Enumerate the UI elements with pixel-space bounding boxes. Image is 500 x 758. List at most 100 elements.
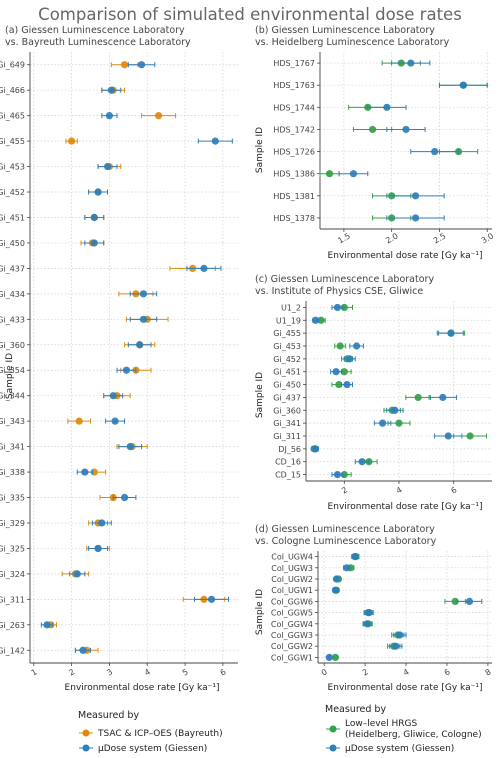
y-tick-label: Gi_325 [0,544,25,553]
legend-right-label-0: Low–level HRGS [345,719,417,729]
data-point [334,342,347,350]
y-tick-label: U1_19 [276,316,301,325]
data-point [349,342,364,350]
data-point [330,368,343,376]
y-tick-label: Gi_338 [0,468,25,477]
y-tick-label: Gi_649 [0,61,25,70]
marker [368,125,377,134]
data-point [69,570,86,578]
data-point [74,646,92,654]
panel-b: (b) Giessen Luminescence Laboratory vs. … [255,25,495,261]
marker [439,393,447,402]
data-point [456,597,483,606]
y-tick-label: Col_GGW6 [271,597,313,606]
data-point [186,264,222,272]
data-point [351,553,359,561]
data-point [338,170,369,178]
legend-left-swatch-1 [82,744,90,752]
panel-c-y-axis-label: Sample ID [255,372,265,418]
y-tick-label: Gi_437 [273,393,301,402]
marker [331,653,339,662]
y-tick-label: Gi_455 [273,329,301,338]
marker [137,61,146,69]
marker [90,239,98,247]
legend-right-label-0-line2: (Heidelberg, Gliwice, Cologne) [345,730,482,740]
marker [325,170,334,178]
marker [109,392,117,400]
y-tick-label: Gi_434 [0,290,25,299]
marker [311,445,320,453]
y-tick-label: HDS_1386 [273,170,315,179]
x-tick-label: 2.5 [432,231,448,245]
y-tick-label: Gi_354 [0,366,25,375]
marker [444,432,452,440]
figure-title: Comparison of simulated environmental do… [38,5,462,24]
y-tick-label: Gi_360 [273,406,301,415]
marker [98,519,106,527]
marker [332,575,341,583]
panel-b-subtitle: vs. Heidelberg Luminescence Laboratory [255,37,450,48]
y-tick-label: HDS_1726 [273,148,315,157]
data-point [76,468,93,476]
marker [383,103,391,111]
y-tick-label: Gi_344 [0,392,25,401]
data-point [88,544,109,553]
y-tick-label: Col_UGW1 [271,586,313,595]
y-tick-label: CD_15 [275,471,301,480]
panel-a-title: (a) Giessen Luminescence Laboratory [5,25,185,36]
x-tick-label: 5 [181,667,190,677]
data-point [127,341,152,349]
data-point [194,595,230,603]
y-tick-label: Gi_142 [0,646,25,655]
marker [111,417,119,425]
data-point [354,458,370,466]
y-tick-label: Gi_324 [0,570,25,579]
marker [378,419,387,427]
marker [358,458,366,466]
y-tick-label: Gi_360 [0,341,25,350]
y-tick-label: Col_GGW5 [271,609,313,618]
x-tick-label: 6 [443,667,452,677]
marker [340,368,348,376]
marker [411,214,420,222]
marker [391,406,399,414]
marker [81,468,89,476]
data-point [387,419,411,427]
panel-c: (c) Giessen Luminescence Laboratory vs. … [255,274,492,512]
marker [105,112,114,120]
y-tick-label: Col_UGW3 [271,564,313,573]
panel-c-x-axis-label: Environmental dose rate [Gy ka⁻¹] [328,502,483,512]
data-point [352,125,393,134]
y-tick-label: HDS_1767 [273,59,315,68]
data-point [129,315,158,323]
marker [431,147,439,156]
y-tick-label: Gi_450 [273,381,301,390]
data-point [101,112,118,120]
x-tick-label: 4 [143,667,152,677]
marker [136,341,144,349]
data-point [129,290,158,298]
marker [43,621,51,629]
panel-c-title: (c) Giessen Luminescence Laboratory [255,274,434,285]
panel-d: (d) Giessen Luminescence Laboratory vs. … [255,524,493,693]
marker [396,631,404,639]
data-point [331,653,339,662]
y-tick-label: Gi_451 [0,213,25,222]
data-point [341,380,353,389]
y-tick-label: HDS_1763 [273,81,315,90]
y-tick-label: Gi_453 [0,163,25,172]
data-point [101,86,122,94]
marker [332,368,340,376]
marker [103,162,112,171]
marker [363,620,371,628]
y-tick-label: CD_16 [275,458,301,467]
data-point [428,393,457,402]
data-point [40,621,54,629]
marker [325,653,333,662]
y-tick-label: Gi_341 [273,419,301,428]
data-point [319,170,340,178]
marker [349,170,358,178]
legend-left-title: Measured by [78,710,139,721]
marker [73,570,81,578]
y-tick-label: Col_GGW2 [271,642,313,651]
